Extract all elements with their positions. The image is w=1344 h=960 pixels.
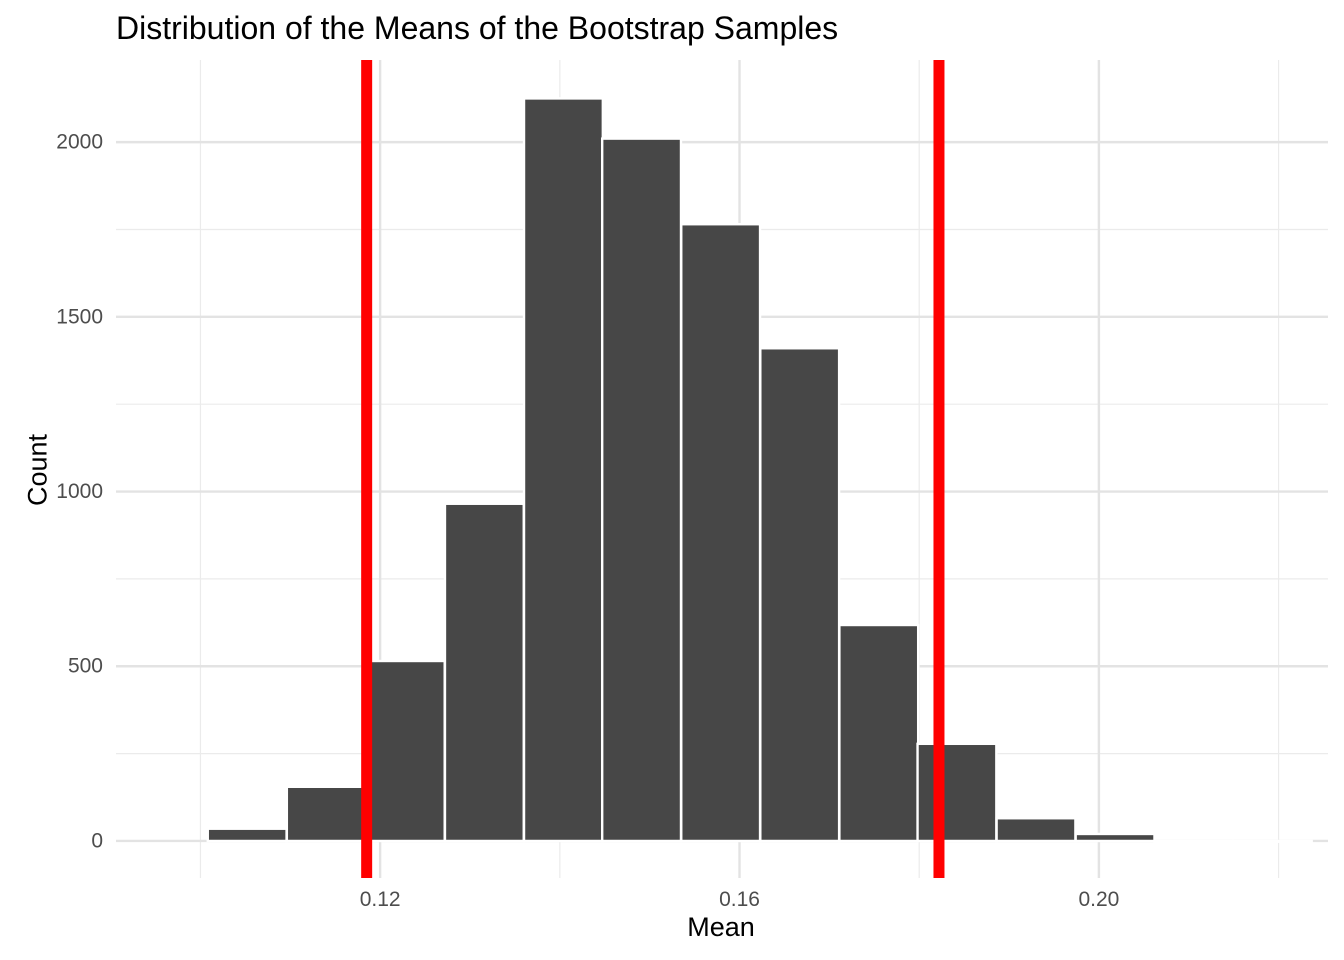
y-tick-label: 2000	[56, 131, 103, 154]
histogram-bar	[443, 502, 525, 843]
histogram-bar	[680, 223, 762, 843]
x-tick-label: 0.12	[360, 888, 401, 911]
histogram-bar	[995, 817, 1077, 843]
x-axis-label: Mean	[687, 912, 755, 942]
y-tick-label: 0	[91, 829, 103, 852]
histogram-bar	[364, 659, 446, 843]
x-tick-label: 0.16	[719, 888, 760, 911]
histogram-bar	[1153, 839, 1235, 843]
y-tick-label: 1500	[56, 305, 103, 328]
y-axis-label: Count	[22, 433, 53, 507]
histogram-bar	[1231, 839, 1313, 843]
x-tick-label: 0.20	[1078, 888, 1119, 911]
histogram-bar	[600, 137, 683, 843]
y-tick-label: 500	[68, 655, 103, 678]
histogram-bar	[759, 347, 841, 843]
histogram-bar	[916, 742, 998, 843]
chart-title: Distribution of the Means of the Bootstr…	[116, 10, 839, 46]
histogram-bar	[838, 623, 920, 843]
histogram-bar	[206, 827, 288, 843]
histogram-bar	[522, 97, 605, 843]
histogram-bar	[285, 785, 367, 843]
y-tick-label: 1000	[56, 480, 103, 503]
histogram-bar	[1074, 832, 1156, 843]
